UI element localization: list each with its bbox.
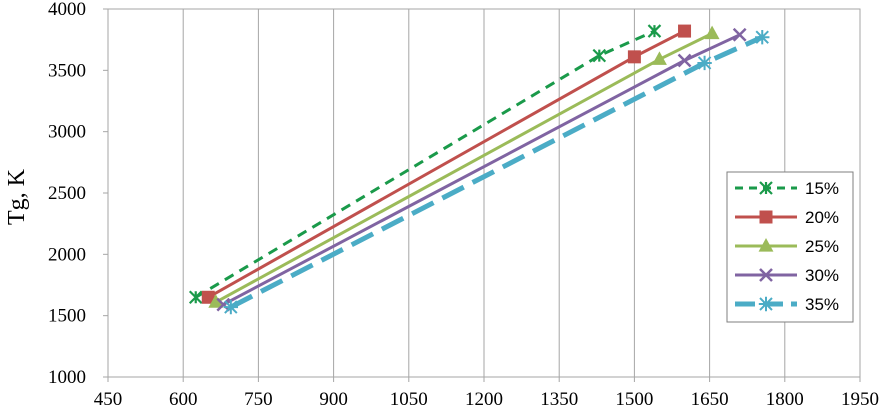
data-point-marker <box>678 24 692 38</box>
data-point-marker <box>647 24 662 38</box>
series-line <box>215 32 713 304</box>
legend-marker-swatch <box>758 296 774 312</box>
legend-marker-swatch <box>759 268 773 282</box>
y-axis-tick-labels: 1000 1500 2000 2500 3000 3500 4000 <box>48 0 86 388</box>
legend-label: 25% <box>805 237 839 256</box>
series-line <box>229 34 764 310</box>
x-tick-label: 1950 <box>841 389 879 410</box>
data-point-marker <box>216 297 231 312</box>
gridlines <box>103 8 861 382</box>
data-point-marker <box>732 27 747 42</box>
series-markers <box>188 24 770 315</box>
x-tick-label: 1650 <box>691 389 729 410</box>
legend-marker-swatch <box>759 181 773 195</box>
data-point-marker <box>755 30 770 45</box>
x-tick-label: 600 <box>169 389 198 410</box>
x-tick-label: 1800 <box>766 389 804 410</box>
legend-label: 20% <box>805 208 839 227</box>
x-tick-label: 900 <box>319 389 348 410</box>
y-tick-label: 2500 <box>48 183 86 204</box>
x-tick-label: 750 <box>244 389 273 410</box>
data-point-marker <box>188 290 203 305</box>
x-tick-label: 450 <box>94 389 123 410</box>
data-point-marker <box>627 50 641 64</box>
x-axis-tick-labels: 450 600 750 900 1050 1200 1350 1500 1650 1800 1950 <box>94 389 879 410</box>
y-tick-label: 1500 <box>48 306 86 327</box>
y-tick-label: 3000 <box>48 122 86 143</box>
series-lines <box>194 29 764 310</box>
series-line <box>194 29 656 299</box>
legend-label: 15% <box>805 179 839 198</box>
legend-label: 30% <box>805 266 839 285</box>
x-tick-label: 1200 <box>465 389 503 410</box>
x-tick-label: 1050 <box>390 389 428 410</box>
legend-marker-swatch <box>759 210 773 224</box>
y-tick-label: 1000 <box>48 367 86 388</box>
legend: 15% 20% 25% 30% 35% <box>726 171 854 323</box>
y-tick-label: 2000 <box>48 244 86 265</box>
y-tick-label: 4000 <box>48 0 86 20</box>
data-point-marker <box>652 51 667 65</box>
x-tick-label: 1500 <box>615 389 653 410</box>
data-point-marker <box>697 55 712 71</box>
data-point-marker <box>592 48 607 63</box>
legend-label: 35% <box>805 295 839 314</box>
y-axis-title: Tg, K <box>4 168 30 225</box>
data-point-marker <box>677 53 692 68</box>
x-tick-label: 1350 <box>540 389 578 410</box>
legend-marker-swatch <box>758 238 774 252</box>
series-line <box>222 33 741 306</box>
data-point-marker <box>223 299 239 315</box>
y-tick-label: 3500 <box>48 60 86 81</box>
data-point-marker <box>704 25 720 40</box>
series-line <box>207 29 686 299</box>
